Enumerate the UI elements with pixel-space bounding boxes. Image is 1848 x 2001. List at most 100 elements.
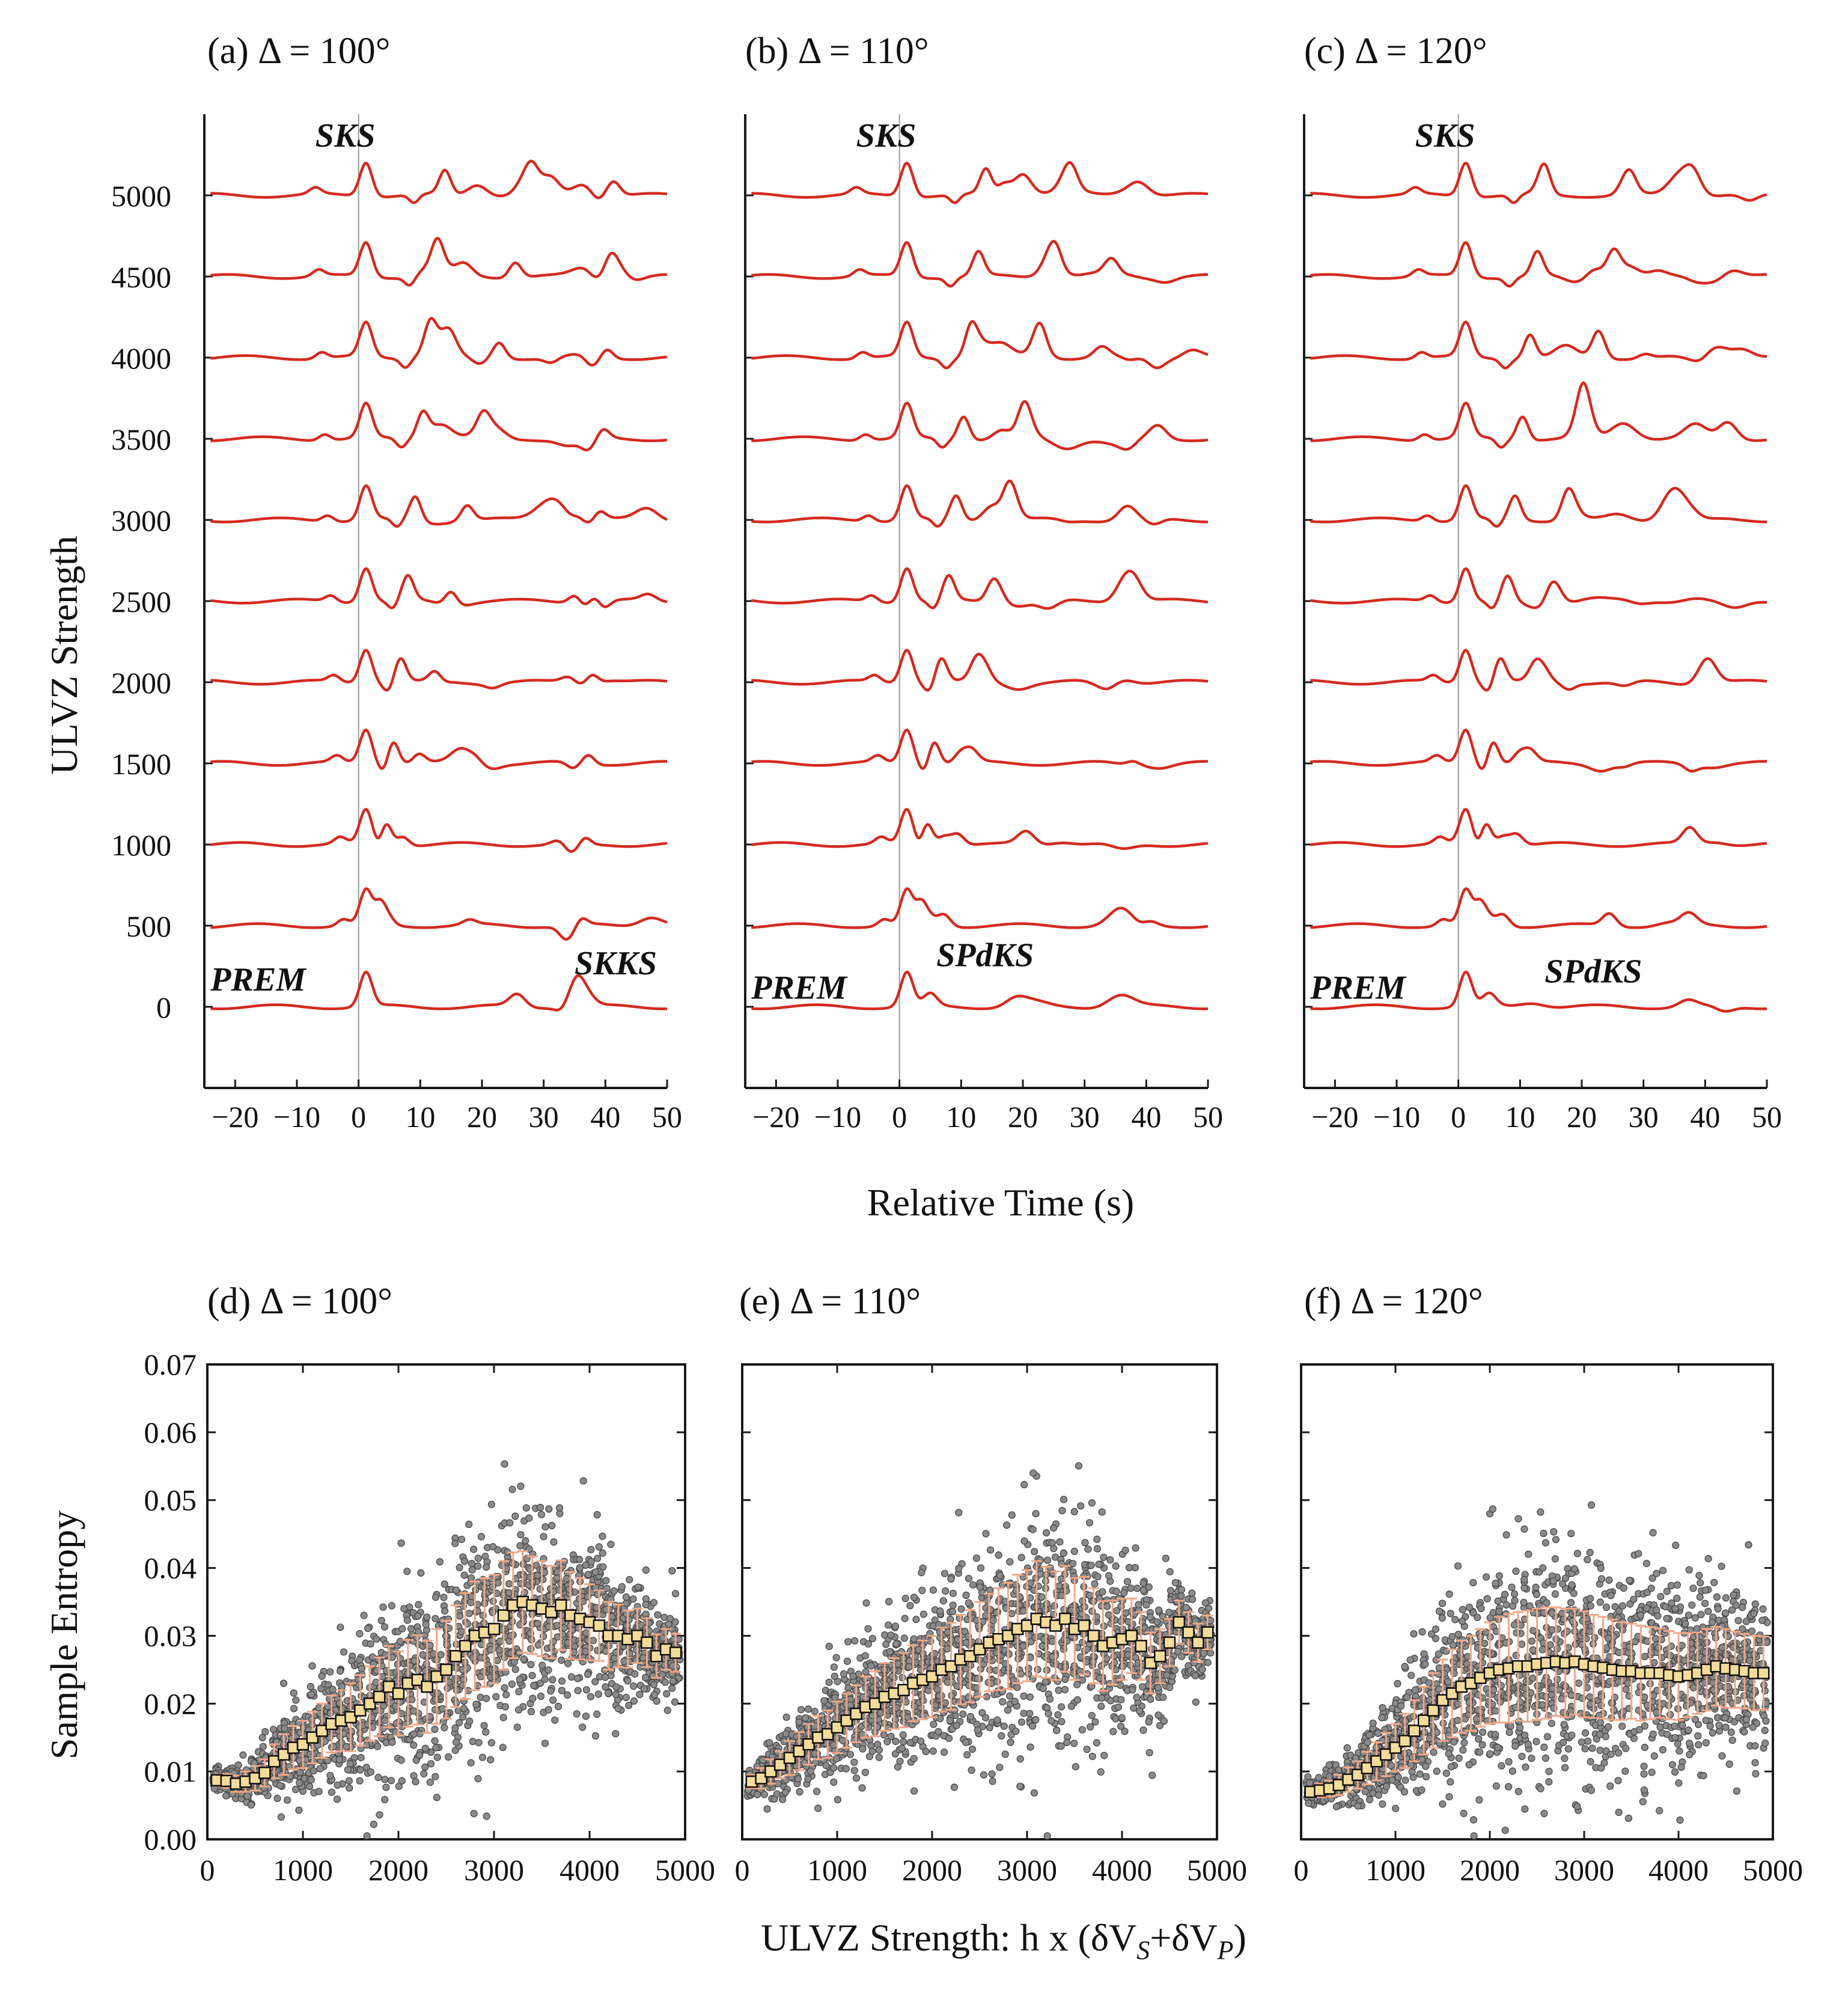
- scatter-point: [880, 1731, 888, 1739]
- scatter-point: [407, 1625, 415, 1633]
- scatter-point: [1000, 1722, 1008, 1730]
- scatter-point: [380, 1623, 389, 1631]
- scatter-point: [910, 1755, 918, 1762]
- scatter-point: [599, 1549, 606, 1557]
- scatter-point: [1007, 1738, 1014, 1746]
- panel-c-trace: [1310, 887, 1767, 929]
- scatter-point: [290, 1705, 298, 1712]
- scatter-point: [773, 1790, 781, 1798]
- panel-a-trace: [210, 649, 668, 692]
- scatter-point: [1445, 1750, 1453, 1758]
- panel-c-trace: [1310, 649, 1767, 692]
- scatter-point: [1475, 1735, 1483, 1743]
- panel-b-trace: [751, 970, 1209, 1010]
- scatter-point: [1455, 1755, 1463, 1762]
- scatter-point: [1095, 1560, 1103, 1568]
- scatter-point: [1392, 1804, 1400, 1812]
- scatter-point: [1020, 1480, 1028, 1488]
- scatter-point: [763, 1805, 771, 1813]
- scatter-point: [1016, 1782, 1024, 1790]
- scatter-point: [1505, 1758, 1513, 1766]
- scatter-point: [1020, 1692, 1028, 1700]
- scatter-point: [1038, 1642, 1046, 1650]
- scatter-point: [587, 1557, 595, 1565]
- scatter-point: [591, 1732, 600, 1740]
- scatter-point: [995, 1551, 1002, 1559]
- scatter-point: [416, 1730, 424, 1738]
- scatter-point: [1420, 1650, 1428, 1658]
- scatter-point: [918, 1569, 926, 1577]
- panel-e-mean-marker: [1087, 1630, 1100, 1642]
- panel-d-mean-marker: [497, 1609, 510, 1622]
- panel-a-phase-label: SKS: [316, 117, 376, 154]
- scatter-point: [1114, 1703, 1123, 1711]
- panel-c-phase-label: SPdKS: [1545, 953, 1642, 991]
- scatter-point: [1325, 1761, 1333, 1769]
- scatter-point: [602, 1577, 610, 1584]
- scatter-point: [1057, 1742, 1065, 1750]
- scatter-point: [867, 1662, 875, 1670]
- scatter-point: [487, 1500, 496, 1508]
- scatter-point: [1490, 1686, 1498, 1694]
- scatter-point: [668, 1684, 676, 1692]
- scatter-point: [1398, 1763, 1406, 1771]
- scatter-point: [1142, 1601, 1150, 1609]
- scatter-point: [1501, 1590, 1509, 1598]
- panel-d-xtick-label: 4000: [560, 1853, 620, 1887]
- panel-c-title: (c) Δ = 120°: [1304, 31, 1487, 72]
- scatter-point: [1477, 1604, 1485, 1613]
- scatter-point: [601, 1673, 609, 1681]
- panel-a-trace: [210, 808, 668, 853]
- scatter-point: [830, 1778, 838, 1786]
- scatter-point: [1036, 1556, 1044, 1564]
- scatter-point: [930, 1720, 938, 1728]
- scatter-point: [1394, 1773, 1402, 1781]
- scatter-point: [1069, 1560, 1077, 1568]
- scatter-point: [1028, 1722, 1037, 1730]
- scatter-point: [850, 1767, 858, 1774]
- scatter-point: [388, 1738, 396, 1746]
- scatter-point: [778, 1795, 787, 1803]
- scatter-point: [511, 1512, 519, 1520]
- scatter-point: [522, 1504, 530, 1512]
- scatter-point: [811, 1708, 819, 1715]
- scatter-point: [912, 1616, 920, 1624]
- scatter-point: [918, 1586, 926, 1594]
- scatter-point: [436, 1558, 444, 1566]
- scatter-point: [1448, 1633, 1456, 1640]
- scatter-point: [419, 1651, 427, 1659]
- scatter-point: [831, 1694, 839, 1702]
- scatter-point: [1112, 1715, 1120, 1723]
- scatter-point: [582, 1629, 590, 1637]
- scatter-point: [511, 1666, 519, 1673]
- scatter-point: [650, 1681, 658, 1688]
- scatter-point: [1407, 1672, 1415, 1679]
- scatter-point: [477, 1533, 486, 1541]
- scatter-point: [489, 1608, 496, 1616]
- scatter-point: [982, 1611, 990, 1619]
- scatter-point: [654, 1611, 662, 1619]
- scatter-point: [290, 1689, 297, 1697]
- scatter-point: [374, 1743, 382, 1750]
- scatter-point: [431, 1725, 439, 1734]
- scatter-point: [1388, 1776, 1396, 1784]
- panel-c-trace: [1310, 162, 1767, 204]
- panel-a-trace: [210, 567, 668, 609]
- scatter-point: [1498, 1762, 1505, 1770]
- panel-b-trace: [751, 239, 1208, 288]
- scatter-point: [1046, 1695, 1054, 1703]
- scatter-point: [891, 1622, 900, 1630]
- scatter-point: [662, 1690, 671, 1697]
- scatter-point: [1177, 1586, 1186, 1593]
- scatter-point: [795, 1718, 803, 1726]
- scatter-point: [843, 1657, 852, 1665]
- scatter-point: [1017, 1670, 1025, 1678]
- scatter-point: [441, 1724, 448, 1732]
- scatter-point: [949, 1589, 957, 1597]
- scatter-point: [1098, 1508, 1106, 1516]
- panel-b-xtick-label: −20: [752, 1100, 799, 1134]
- panel-a-trace: [210, 970, 668, 1012]
- scatter-point: [1117, 1602, 1125, 1610]
- scatter-point: [310, 1767, 317, 1775]
- scatter-point: [614, 1705, 622, 1712]
